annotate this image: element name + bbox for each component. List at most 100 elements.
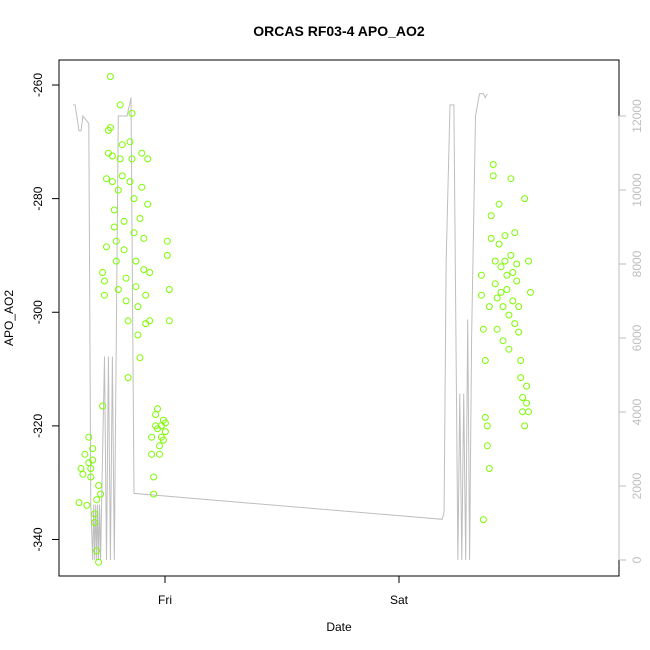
data-point-98 bbox=[487, 234, 495, 242]
right-tick-label: 10000 bbox=[630, 173, 644, 207]
left-tick-label: -340 bbox=[31, 527, 45, 551]
data-point-42 bbox=[122, 274, 130, 282]
data-point-117 bbox=[505, 345, 513, 353]
data-point-26 bbox=[106, 124, 114, 132]
left-tick-label: -300 bbox=[31, 300, 45, 324]
data-point-22 bbox=[103, 243, 110, 251]
data-point-14 bbox=[93, 547, 101, 555]
data-point-45 bbox=[124, 374, 132, 382]
data-point-2 bbox=[79, 470, 87, 478]
data-point-133 bbox=[521, 195, 529, 203]
data-point-69 bbox=[148, 450, 156, 458]
plot-frame bbox=[58, 59, 620, 577]
data-point-121 bbox=[509, 297, 517, 305]
data-point-87 bbox=[165, 317, 173, 325]
data-point-110 bbox=[499, 337, 507, 345]
data-point-1 bbox=[77, 465, 85, 472]
data-point-65 bbox=[144, 155, 152, 163]
data-point-47 bbox=[126, 138, 134, 146]
data-point-94 bbox=[483, 422, 491, 430]
data-point-76 bbox=[156, 442, 163, 450]
data-point-12 bbox=[91, 519, 99, 526]
data-point-35 bbox=[114, 186, 122, 194]
data-point-104 bbox=[493, 294, 501, 302]
data-point-44 bbox=[124, 317, 132, 325]
data-point-82 bbox=[161, 428, 169, 436]
data-point-85 bbox=[163, 251, 171, 259]
data-point-8 bbox=[87, 473, 95, 481]
data-point-129 bbox=[517, 357, 525, 364]
data-point-30 bbox=[110, 206, 118, 214]
data-point-9 bbox=[89, 445, 97, 453]
data-point-33 bbox=[112, 257, 120, 265]
data-point-23 bbox=[103, 175, 110, 183]
left-tick-label: -260 bbox=[31, 73, 45, 97]
data-point-122 bbox=[511, 320, 519, 328]
left-tick-label: -320 bbox=[31, 414, 45, 438]
data-point-68 bbox=[148, 433, 156, 441]
data-point-54 bbox=[134, 303, 142, 311]
data-point-136 bbox=[525, 408, 532, 416]
data-point-91 bbox=[479, 516, 487, 524]
data-point-105 bbox=[493, 325, 501, 333]
data-point-11 bbox=[91, 510, 99, 518]
data-point-67 bbox=[146, 317, 154, 325]
data-point-138 bbox=[527, 288, 534, 296]
data-point-131 bbox=[519, 408, 527, 416]
data-point-89 bbox=[477, 291, 485, 299]
data-point-53 bbox=[132, 283, 140, 291]
data-point-43 bbox=[122, 297, 130, 305]
data-point-135 bbox=[523, 399, 531, 407]
data-point-134 bbox=[523, 382, 531, 390]
data-point-55 bbox=[134, 331, 142, 339]
data-point-116 bbox=[505, 311, 513, 319]
data-point-39 bbox=[118, 172, 126, 180]
y-axis-label: APO_AO2 bbox=[2, 290, 16, 346]
data-point-112 bbox=[501, 232, 509, 240]
data-point-97 bbox=[485, 303, 493, 311]
data-point-108 bbox=[497, 263, 505, 271]
data-point-50 bbox=[130, 195, 138, 203]
data-point-72 bbox=[152, 411, 160, 418]
data-point-95 bbox=[483, 442, 491, 450]
data-point-16 bbox=[95, 482, 103, 489]
x-tick-label: Sat bbox=[390, 593, 409, 607]
data-point-48 bbox=[128, 109, 136, 117]
right-tick-label: 12000 bbox=[630, 99, 644, 133]
data-point-7 bbox=[87, 465, 95, 472]
data-point-46 bbox=[126, 178, 134, 186]
data-point-74 bbox=[154, 405, 161, 413]
data-point-127 bbox=[515, 328, 523, 336]
data-point-0 bbox=[75, 499, 83, 507]
right-series-line bbox=[73, 93, 488, 561]
data-point-111 bbox=[499, 303, 507, 311]
data-point-17 bbox=[97, 490, 105, 498]
data-point-125 bbox=[513, 260, 521, 268]
data-point-71 bbox=[150, 490, 158, 498]
data-point-56 bbox=[136, 354, 144, 362]
right-axis-series-line bbox=[73, 93, 488, 561]
scatter-points bbox=[75, 73, 534, 566]
data-point-18 bbox=[99, 402, 107, 410]
right-tick-label: 2000 bbox=[630, 472, 644, 499]
data-point-20 bbox=[101, 277, 108, 285]
data-point-31 bbox=[110, 223, 118, 231]
data-point-81 bbox=[159, 436, 167, 444]
data-point-19 bbox=[99, 269, 107, 276]
data-point-113 bbox=[501, 257, 509, 265]
data-point-13 bbox=[93, 496, 101, 504]
data-point-57 bbox=[136, 215, 144, 222]
data-point-88 bbox=[477, 271, 485, 279]
data-point-130 bbox=[519, 394, 527, 401]
data-point-119 bbox=[507, 251, 515, 259]
data-point-92 bbox=[481, 357, 489, 364]
data-point-27 bbox=[106, 73, 114, 80]
data-point-102 bbox=[491, 257, 499, 265]
data-point-77 bbox=[156, 450, 163, 458]
data-point-128 bbox=[517, 374, 525, 382]
data-point-51 bbox=[130, 229, 138, 237]
data-point-103 bbox=[491, 280, 499, 288]
data-point-60 bbox=[140, 234, 148, 242]
right-tick-label: 6000 bbox=[630, 324, 644, 351]
data-point-29 bbox=[108, 178, 116, 186]
